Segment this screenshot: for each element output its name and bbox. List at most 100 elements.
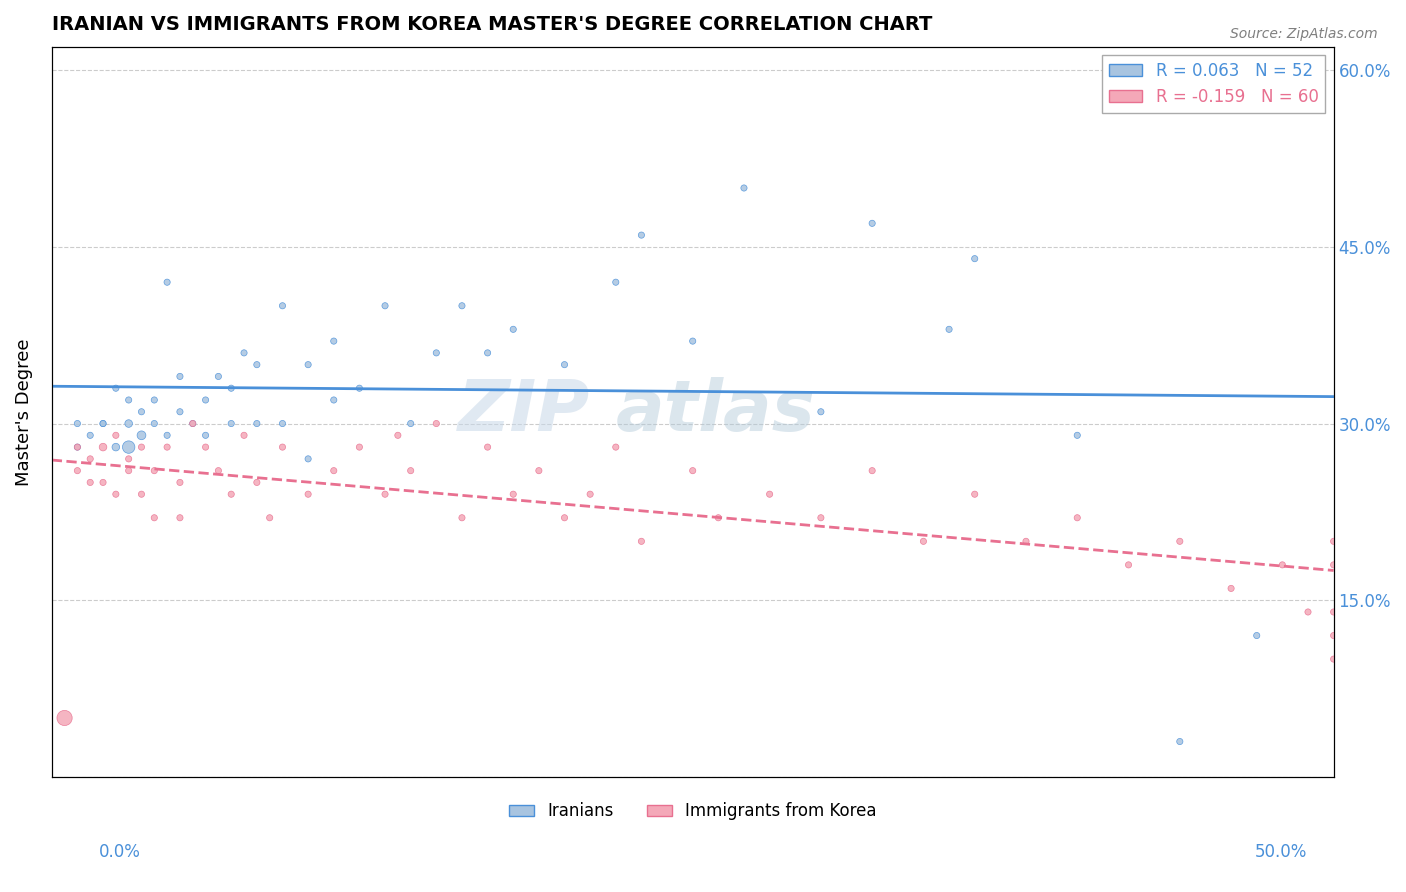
Point [156, 275, 179, 289]
Point [91, 440, 114, 454]
Point [169, 405, 191, 419]
Point [131, 405, 153, 419]
Point [91, 475, 114, 490]
Text: ZIP: ZIP [458, 377, 591, 446]
Point [451, 510, 474, 524]
Point [246, 417, 269, 431]
Point [477, 346, 499, 360]
Point [399, 464, 422, 478]
Point [66, 417, 89, 431]
Point [1118, 558, 1140, 572]
Point [963, 487, 986, 501]
Point [1220, 582, 1243, 596]
Point [181, 417, 204, 431]
Point [860, 464, 883, 478]
Point [118, 440, 141, 454]
Point [963, 252, 986, 266]
Point [553, 510, 575, 524]
Point [707, 510, 730, 524]
Point [1323, 558, 1346, 572]
Point [233, 428, 256, 442]
Point [387, 428, 409, 442]
Point [399, 417, 422, 431]
Point [297, 451, 319, 466]
Point [131, 440, 153, 454]
Point [271, 417, 294, 431]
Point [912, 534, 935, 549]
Point [425, 417, 447, 431]
Point [1066, 510, 1088, 524]
Point [118, 392, 141, 407]
Point [682, 334, 704, 348]
Point [1323, 652, 1346, 666]
Text: 0.0%: 0.0% [98, 843, 141, 861]
Point [169, 475, 191, 490]
Point [131, 428, 153, 442]
Point [104, 428, 127, 442]
Point [1066, 428, 1088, 442]
Point [79, 451, 101, 466]
Point [605, 440, 627, 454]
Point [169, 369, 191, 384]
Point [156, 440, 179, 454]
Point [66, 440, 89, 454]
Point [259, 510, 281, 524]
Y-axis label: Master's Degree: Master's Degree [15, 338, 32, 485]
Point [118, 417, 141, 431]
Text: IRANIAN VS IMMIGRANTS FROM KOREA MASTER'S DEGREE CORRELATION CHART: IRANIAN VS IMMIGRANTS FROM KOREA MASTER'… [52, 15, 932, 34]
Point [104, 440, 127, 454]
Point [246, 358, 269, 372]
Point [579, 487, 602, 501]
Point [374, 487, 396, 501]
Point [207, 464, 229, 478]
Point [1271, 558, 1294, 572]
Point [322, 334, 344, 348]
Point [143, 464, 166, 478]
Point [233, 346, 256, 360]
Point [605, 275, 627, 289]
Point [502, 487, 524, 501]
Legend: Iranians, Immigrants from Korea: Iranians, Immigrants from Korea [502, 796, 883, 827]
Point [143, 392, 166, 407]
Point [271, 299, 294, 313]
Point [1168, 534, 1191, 549]
Point [91, 417, 114, 431]
Point [104, 381, 127, 395]
Point [630, 228, 652, 243]
Point [1323, 628, 1346, 642]
Point [194, 428, 217, 442]
Point [349, 440, 371, 454]
Point [860, 216, 883, 230]
Point [79, 428, 101, 442]
Point [322, 464, 344, 478]
Point [682, 464, 704, 478]
Point [938, 322, 960, 336]
Text: Source: ZipAtlas.com: Source: ZipAtlas.com [1230, 27, 1378, 41]
Point [1168, 734, 1191, 748]
Point [758, 487, 780, 501]
Point [553, 358, 575, 372]
Point [53, 711, 76, 725]
Point [143, 417, 166, 431]
Point [104, 487, 127, 501]
Point [169, 510, 191, 524]
Point [118, 464, 141, 478]
Point [181, 417, 204, 431]
Point [810, 405, 832, 419]
Point [118, 451, 141, 466]
Point [349, 381, 371, 395]
Point [156, 428, 179, 442]
Point [297, 358, 319, 372]
Point [219, 381, 242, 395]
Point [219, 487, 242, 501]
Point [451, 299, 474, 313]
Point [630, 534, 652, 549]
Point [219, 417, 242, 431]
Point [1296, 605, 1319, 619]
Point [1015, 534, 1038, 549]
Point [297, 487, 319, 501]
Point [79, 475, 101, 490]
Point [1323, 605, 1346, 619]
Point [194, 392, 217, 407]
Point [810, 510, 832, 524]
